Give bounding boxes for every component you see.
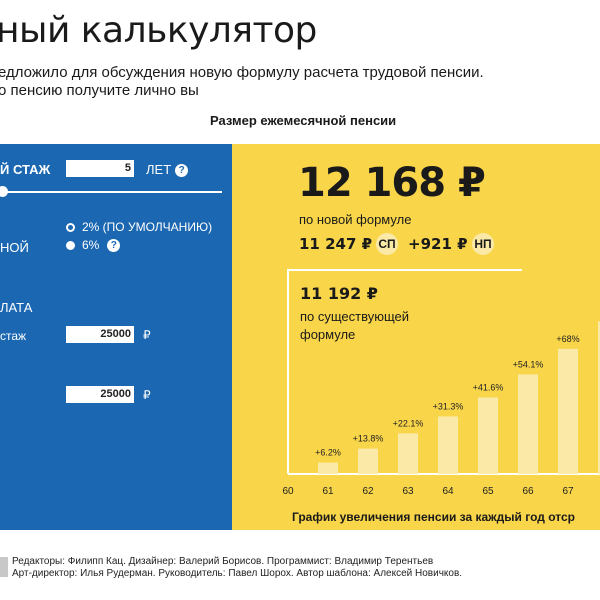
np-amount: +921 ₽ — [408, 235, 468, 253]
credits: Редакторы: Филипп Кац. Дизайнер: Валерий… — [12, 556, 462, 580]
credits-line-1: Редакторы: Филипп Кац. Дизайнер: Валерий… — [12, 556, 434, 567]
stazh-unit-label: ЛЕТ? — [146, 162, 189, 177]
subtitle-line-1: едложило для обсуждения новую формулу ра… — [0, 64, 484, 81]
stazh-input[interactable] — [66, 160, 134, 177]
stazh-slider-track[interactable] — [0, 191, 222, 193]
tick-label-61: 61 — [322, 486, 334, 497]
new-pension-amount: 12 168 ₽ — [298, 160, 486, 206]
current-pension-amount: 11 192 ₽ — [300, 284, 378, 303]
sp-badge: СП — [376, 233, 398, 255]
pay-heading: ЛАТА — [0, 300, 33, 315]
new-pension-caption: по новой формуле — [299, 212, 412, 227]
stazh-unit: ЛЕТ — [146, 162, 172, 177]
bar-label-66: +54.1% — [513, 359, 544, 369]
tick-label-60: 60 — [282, 486, 294, 497]
tick-label-65: 65 — [482, 486, 494, 497]
section-title: Размер ежемесячной пенсии — [210, 113, 397, 128]
bar-68 — [598, 321, 600, 474]
chart-frame-line — [287, 269, 522, 474]
stazh-slider-handle[interactable] — [0, 186, 8, 197]
tick-label-66: 66 — [522, 486, 534, 497]
np-badge: НП — [472, 233, 494, 255]
current-caption-line-1: по существующей — [300, 309, 410, 324]
subtitle-line-2: о пенсию получите лично вы — [0, 82, 199, 99]
salary1-currency: ₽ — [143, 328, 151, 342]
radio-6-percent-text: 6% — [82, 238, 100, 252]
bar-label-61: +6.2% — [315, 448, 341, 458]
page-title: ный калькулятор — [0, 10, 317, 51]
bar-64 — [438, 416, 458, 474]
bar-label-63: +22.1% — [393, 418, 424, 428]
sp-amount: 11 247 ₽ — [299, 235, 373, 253]
salary2-input[interactable] — [66, 386, 134, 403]
tick-label-64: 64 — [442, 486, 454, 497]
radio-6-percent[interactable] — [66, 241, 75, 250]
salary1-input[interactable] — [66, 326, 134, 343]
current-caption-line-2: формуле — [300, 327, 356, 342]
bar-label-64: +31.3% — [433, 401, 464, 411]
help-icon[interactable]: ? — [175, 164, 189, 177]
bar-label-67: +68% — [556, 334, 579, 344]
radio-6-percent-label[interactable]: 6%? — [82, 238, 121, 252]
radio-2-percent[interactable] — [66, 223, 75, 232]
radio-2-percent-label[interactable]: 2% (ПО УМОЛЧАНИЮ) — [82, 220, 213, 234]
logo-icon — [0, 557, 8, 577]
salary2-currency: ₽ — [143, 388, 151, 402]
bar-label-62: +13.8% — [353, 434, 384, 444]
stazh-label: Й СТАЖ — [0, 162, 51, 177]
help-icon[interactable]: ? — [107, 239, 121, 252]
bar-66 — [518, 374, 538, 474]
chart-title: График увеличения пенсии за каждый год о… — [292, 510, 575, 524]
salary1-label: стаж — [0, 329, 27, 343]
tick-label-62: 62 — [362, 486, 374, 497]
credits-line-2: Арт-директор: Илья Рудерман. Руководител… — [12, 568, 463, 579]
bar-label-65: +41.6% — [473, 382, 504, 392]
bar-62 — [358, 448, 378, 474]
page-subtitle: едложило для обсуждения новую формулу ра… — [0, 64, 484, 100]
bar-63 — [398, 433, 418, 474]
tick-label-63: 63 — [402, 486, 414, 497]
option-group-label: НОЙ — [0, 240, 29, 255]
bar-65 — [478, 397, 498, 474]
tick-label-67: 67 — [562, 486, 574, 497]
bar-67 — [558, 348, 578, 474]
bar-61 — [318, 462, 338, 474]
